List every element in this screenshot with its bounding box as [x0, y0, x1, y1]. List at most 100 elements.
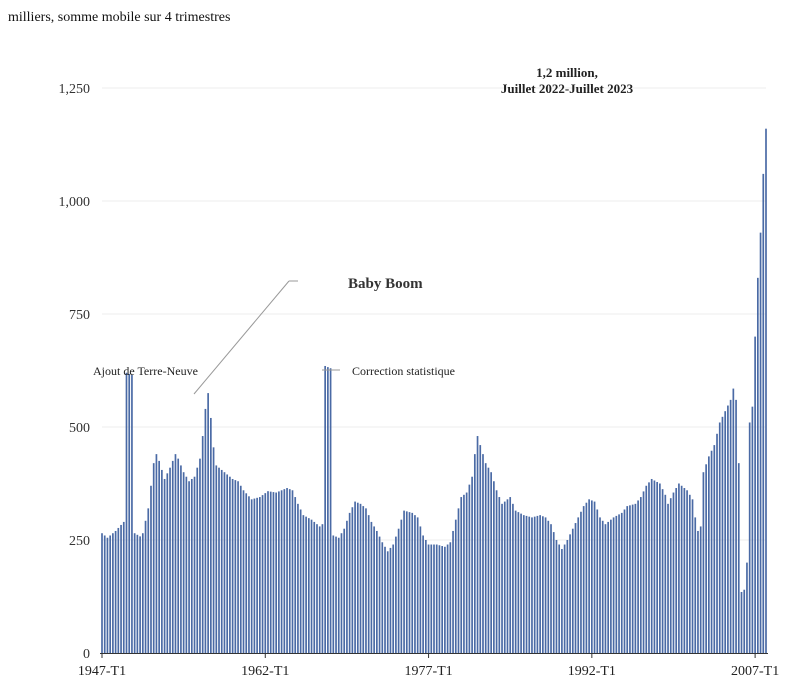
x-tick-label: 1977-T1 [404, 664, 452, 679]
bar [117, 527, 120, 653]
bar [346, 520, 348, 653]
bar [659, 483, 661, 653]
bar [378, 536, 381, 653]
bar [653, 480, 656, 653]
bar [449, 542, 452, 653]
bar [490, 472, 492, 653]
bar [484, 463, 487, 653]
bar [133, 533, 136, 653]
bar [307, 518, 310, 653]
bar [740, 591, 743, 653]
bar [171, 460, 174, 653]
bar [669, 498, 672, 653]
bar [359, 503, 362, 653]
bar [177, 458, 180, 653]
bar [210, 417, 212, 653]
bar [327, 367, 329, 653]
bar [577, 517, 580, 653]
bar [473, 454, 476, 653]
bar [373, 526, 375, 653]
bar [258, 497, 261, 653]
y-tick-label: 750 [69, 308, 90, 323]
bar [476, 436, 479, 653]
bar [283, 489, 286, 653]
bar [299, 509, 302, 653]
bar [672, 492, 675, 653]
bar [376, 530, 378, 653]
bar [223, 472, 226, 653]
y-tick-label: 0 [83, 647, 90, 662]
bar [683, 488, 686, 653]
bar [471, 476, 473, 653]
bar [639, 497, 642, 653]
bar [158, 460, 160, 653]
bar [125, 372, 128, 653]
bar [688, 494, 691, 653]
bar [193, 476, 196, 653]
bar [237, 481, 239, 653]
bar [506, 499, 509, 653]
annotation-leader-line [193, 280, 290, 395]
bar [699, 526, 702, 653]
bar [212, 447, 215, 653]
bar [525, 515, 528, 653]
bar [332, 535, 335, 653]
bar [574, 523, 577, 653]
bar [416, 517, 419, 653]
bar [242, 490, 245, 653]
bar [256, 497, 258, 653]
bar [531, 517, 533, 653]
bar [631, 504, 634, 653]
bar [664, 494, 667, 653]
bar [141, 533, 144, 653]
bar [386, 551, 389, 653]
bar [109, 535, 112, 653]
bar [248, 496, 250, 653]
bar [313, 521, 316, 653]
bar [250, 499, 253, 653]
bar [253, 498, 256, 653]
bar [297, 503, 299, 653]
bar [435, 544, 438, 653]
bar [215, 465, 218, 653]
y-tick-label: 500 [69, 421, 90, 436]
bar [542, 516, 544, 653]
bar [465, 492, 468, 653]
bar [136, 534, 139, 653]
bar [239, 485, 242, 653]
bar [229, 476, 231, 653]
bar [460, 497, 463, 653]
bar [128, 373, 131, 653]
bar [367, 515, 370, 653]
bar [656, 481, 658, 653]
bar [571, 528, 574, 653]
bar [155, 454, 158, 653]
bar [705, 464, 707, 653]
bar [533, 516, 536, 653]
bar [356, 502, 359, 653]
bar [302, 515, 305, 653]
bar [180, 465, 182, 653]
bar [544, 517, 547, 653]
bar [746, 562, 748, 653]
bar [563, 544, 566, 653]
bar [343, 528, 346, 653]
bar [691, 499, 694, 653]
bar [370, 521, 373, 653]
bar [329, 368, 332, 653]
bar [727, 405, 729, 653]
bar [667, 503, 669, 653]
bar [114, 530, 117, 653]
bar [422, 535, 424, 653]
bar [245, 493, 248, 653]
bar [264, 493, 267, 653]
bar [680, 485, 683, 653]
bar [112, 533, 114, 653]
bar [199, 458, 201, 653]
bar [381, 542, 384, 653]
bar [452, 530, 454, 653]
bar [552, 532, 555, 653]
bar [713, 445, 716, 653]
bar [648, 482, 650, 653]
